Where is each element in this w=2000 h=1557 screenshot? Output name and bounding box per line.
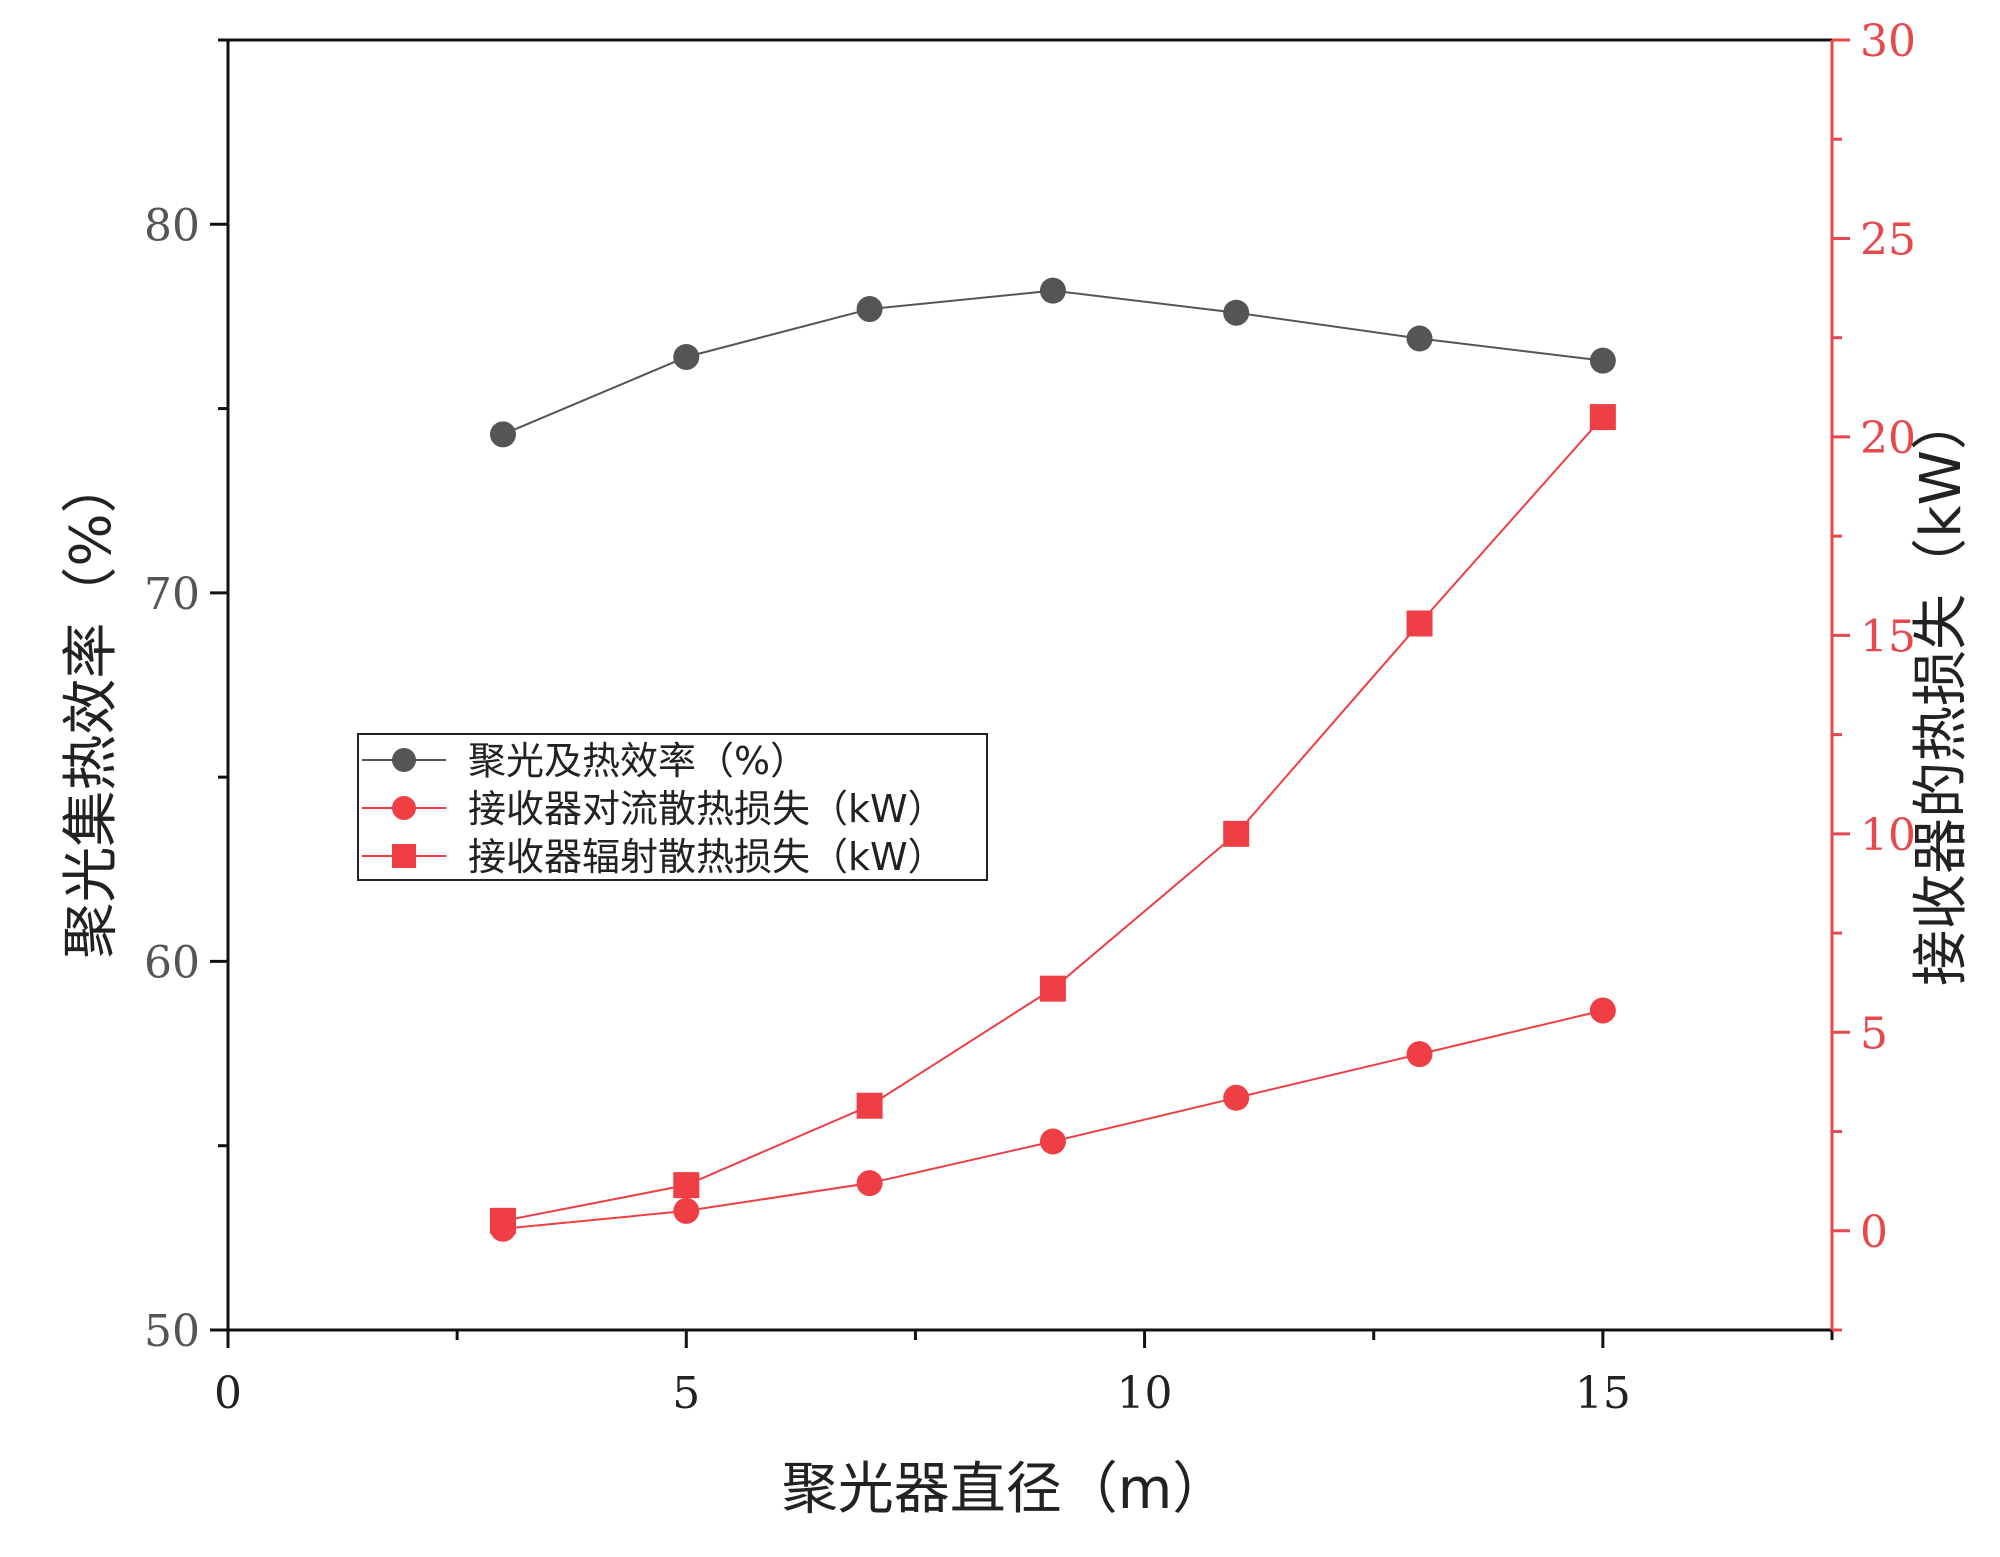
y-right-axis-title: 接收器的热损失（kW）	[1909, 394, 1974, 986]
y-right-tick-label: 20	[1860, 413, 1916, 464]
legend-layer: 聚光及热效率（%） 接收器对流散热损失（kW） 接收器辐射散热损失（kW）	[357, 733, 988, 881]
legend-box	[357, 733, 988, 881]
legend-label-efficiency: 聚光及热效率（%）	[468, 739, 808, 783]
y-right-tick-label: 5	[1860, 1008, 1888, 1059]
x-tick-label: 5	[672, 1368, 700, 1419]
series-2-point	[489, 1207, 516, 1234]
series-0-point	[1406, 325, 1433, 352]
y-right-tick-label: 15	[1860, 611, 1916, 662]
series-2-point	[856, 1092, 883, 1119]
series-layer	[489, 277, 1616, 1242]
series-1-point	[1406, 1041, 1433, 1068]
series-2-point	[1223, 820, 1250, 847]
y-right-tick-label: 25	[1860, 214, 1916, 265]
series-1-point	[1223, 1084, 1250, 1111]
legend-marker-convection	[392, 796, 416, 820]
series-0-point	[673, 343, 700, 370]
y-left-tick-label: 80	[144, 200, 200, 251]
y-left-tick-label: 70	[144, 569, 200, 620]
x-tick-label: 0	[214, 1368, 242, 1419]
y-left-tick-label: 60	[144, 937, 200, 988]
series-2-point	[1039, 975, 1066, 1002]
y-left-tick-label: 50	[144, 1306, 200, 1357]
legend-label-radiation: 接收器辐射散热损失（kW）	[468, 835, 946, 879]
x-tick-label: 10	[1117, 1368, 1173, 1419]
series-2-point	[1589, 404, 1616, 431]
series-0-point	[856, 296, 883, 323]
x-tick-label: 15	[1575, 1368, 1631, 1419]
series-line-0	[502, 289, 1603, 436]
x-axis-title: 聚光器直径（m）	[782, 1457, 1229, 1522]
y-right-tick-label: 30	[1860, 16, 1916, 67]
legend-marker-efficiency	[392, 748, 416, 772]
series-1-point	[856, 1170, 883, 1197]
series-0-point	[1223, 299, 1250, 326]
y-right-tick-label: 0	[1860, 1207, 1888, 1258]
axes-layer: 0 5 10 15 50 60 70 80 0 5 10 15 20 25 30	[144, 16, 1916, 1419]
y-left-axis-title: 聚光集热效率（%）	[59, 457, 124, 958]
series-0-point	[1039, 277, 1066, 304]
series-1-point	[673, 1197, 700, 1224]
series-line-1	[502, 1009, 1604, 1230]
series-0-point	[1589, 347, 1616, 374]
series-2-point	[1406, 610, 1433, 637]
titles-layer: 聚光器直径（m） 聚光集热效率（%） 接收器的热损失（kW）	[59, 394, 1974, 1522]
series-0-point	[489, 421, 516, 448]
y-right-tick-label: 10	[1860, 810, 1916, 861]
legend-label-convection: 接收器对流散热损失（kW）	[468, 787, 946, 831]
series-1-point	[1589, 997, 1616, 1024]
series-2-point	[673, 1172, 700, 1199]
legend-marker-radiation	[392, 844, 416, 868]
series-1-point	[1039, 1128, 1066, 1155]
